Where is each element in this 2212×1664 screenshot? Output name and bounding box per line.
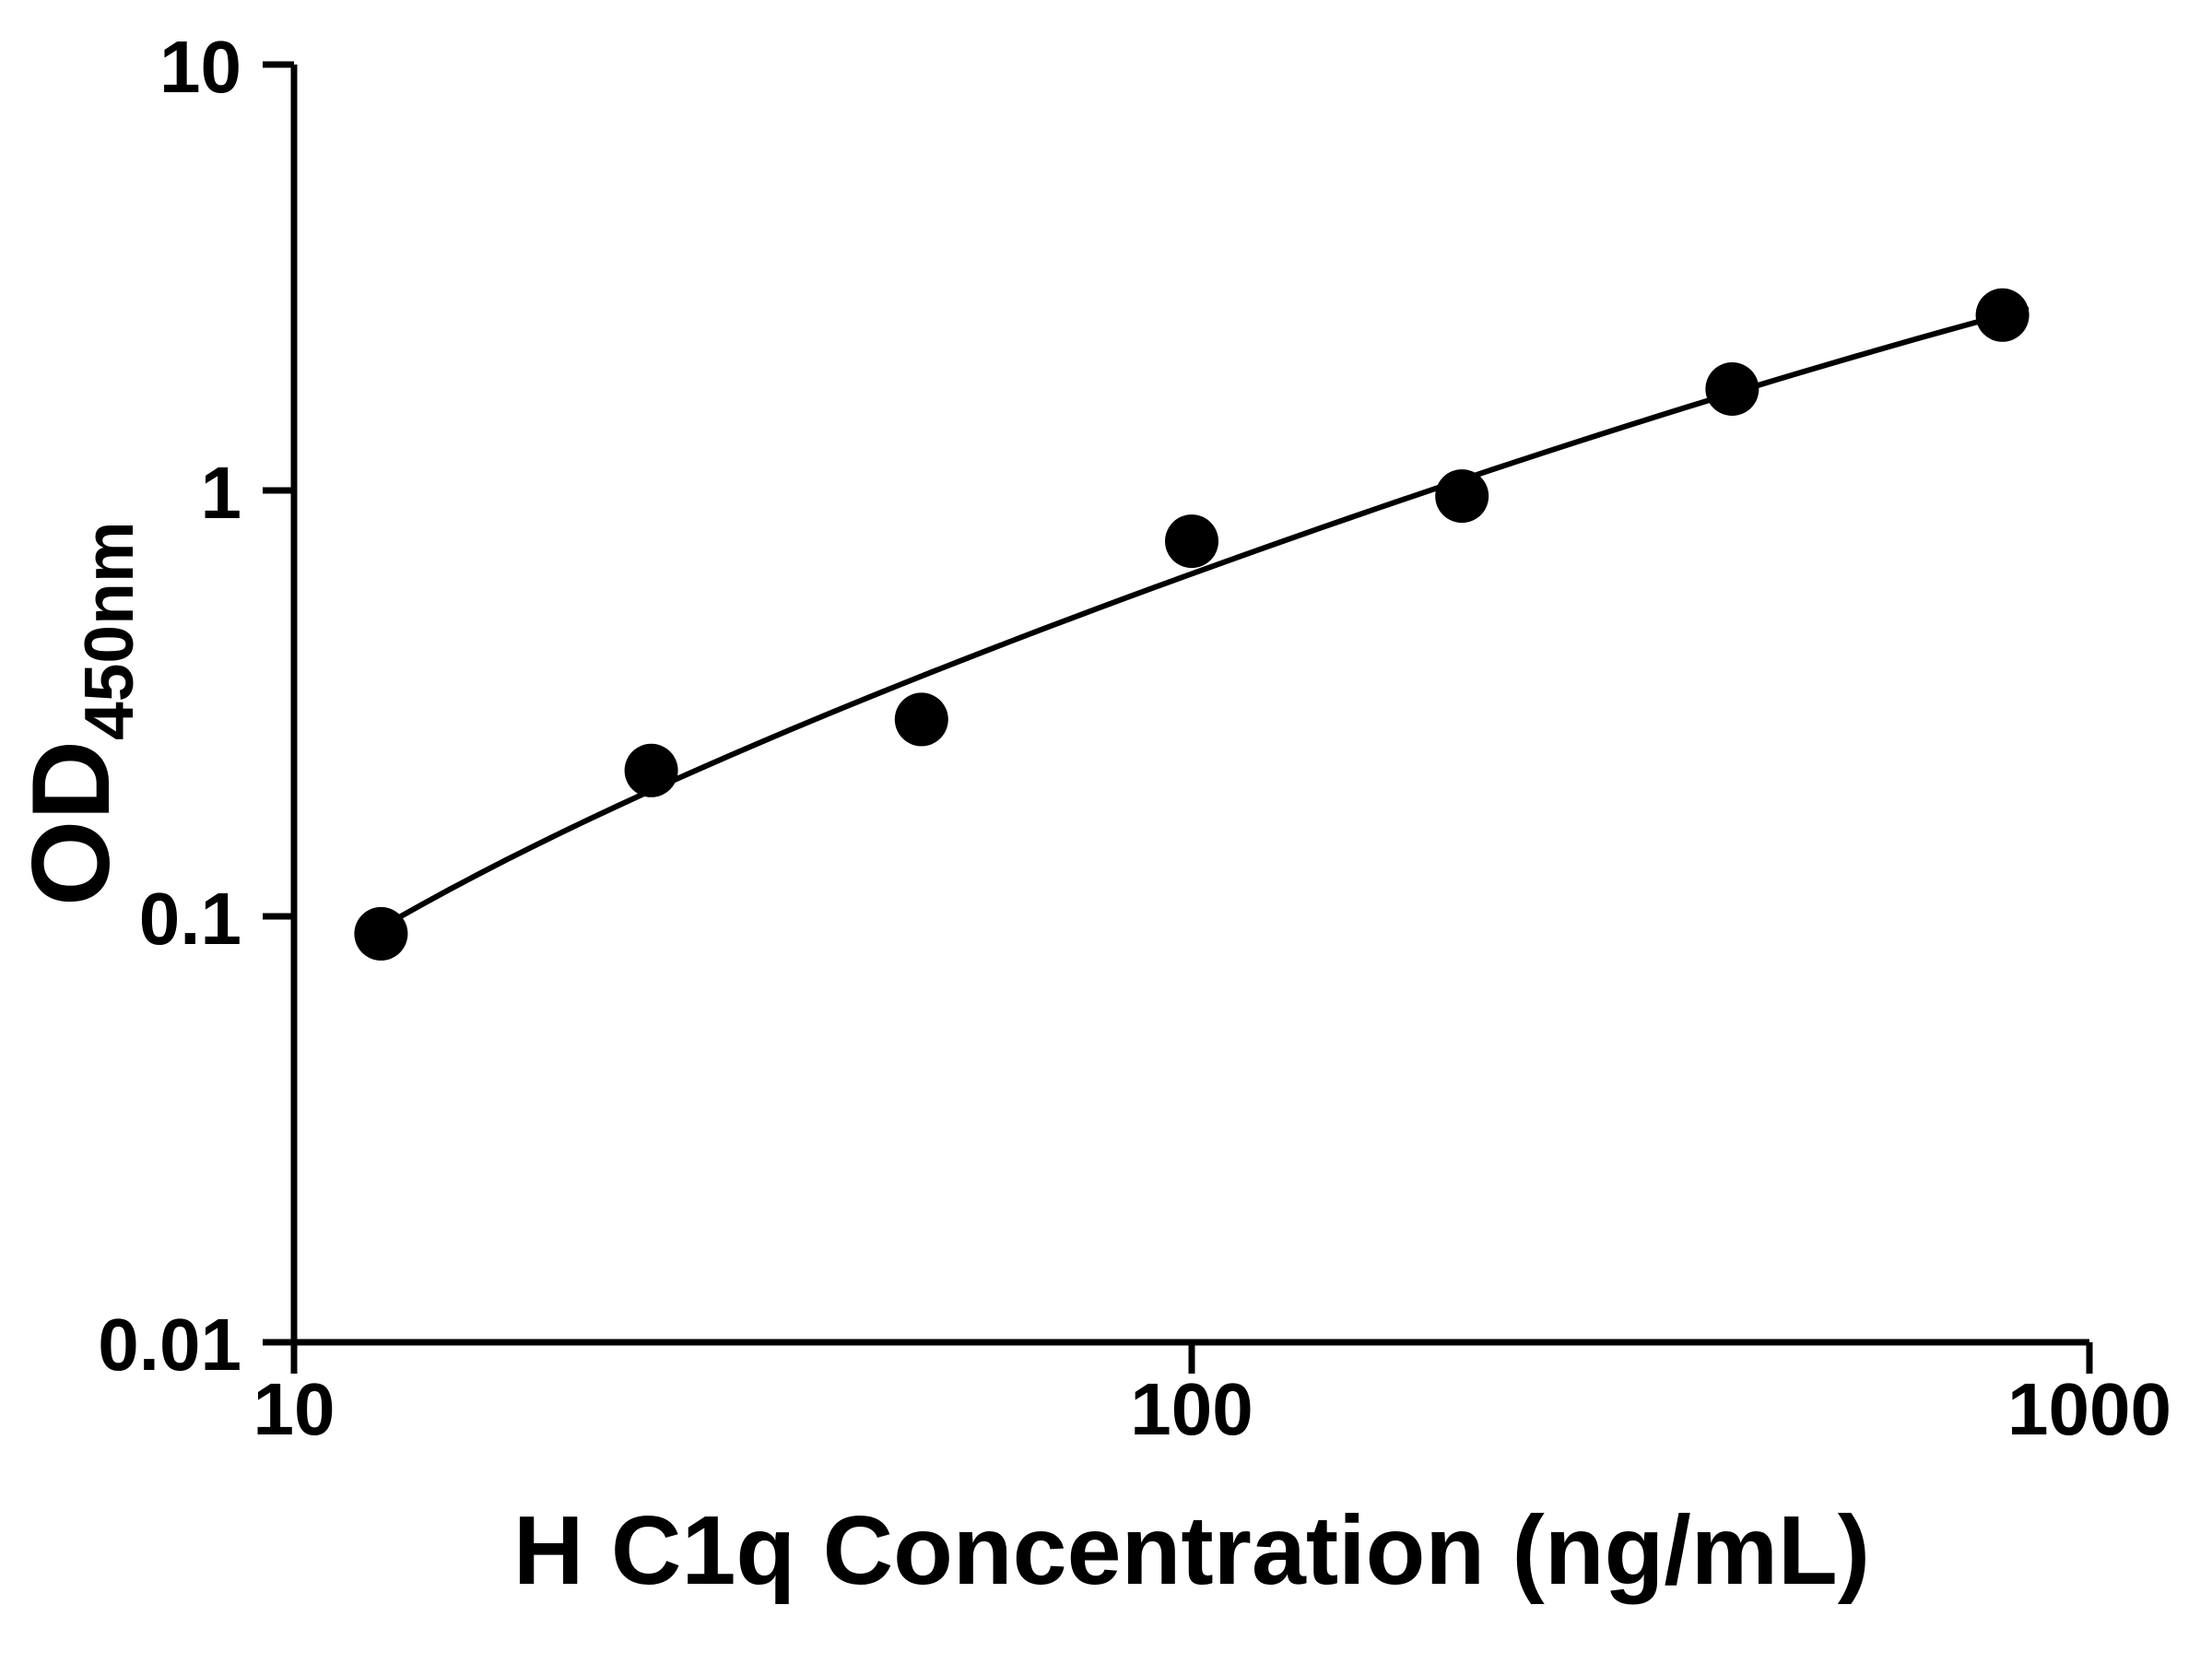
svg-text:0.01: 0.01	[98, 1304, 241, 1386]
svg-text:1: 1	[201, 452, 242, 534]
svg-text:0.1: 0.1	[139, 878, 241, 960]
svg-text:10: 10	[253, 1368, 335, 1450]
svg-text:10: 10	[159, 26, 241, 108]
svg-text:100: 100	[1130, 1368, 1253, 1450]
svg-text:OD450nm: OD450nm	[9, 521, 147, 906]
svg-text:1000: 1000	[2007, 1368, 2171, 1450]
svg-text:H C1q Concentration (ng/mL): H C1q Concentration (ng/mL)	[513, 1496, 1870, 1605]
